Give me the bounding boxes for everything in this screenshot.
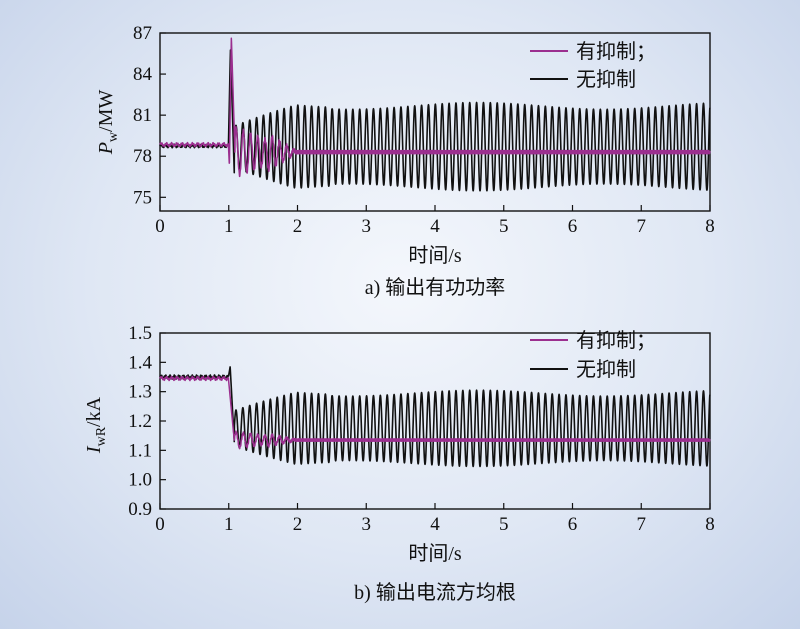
panel-a-xtick-label: 6: [568, 216, 578, 237]
panel-b-ylabel-symbol: I: [83, 445, 105, 454]
panel-a-xtick-label: 2: [293, 216, 303, 237]
panel-a-ylabel-subscript: w: [106, 131, 121, 142]
panel-a-xtick-label: 3: [362, 216, 372, 237]
panel-b-xtick-label: 7: [637, 514, 647, 535]
panel-b-xtick-label: 0: [155, 514, 165, 535]
panel-b-ytick-label: 1.0: [128, 470, 152, 491]
panel-b-ytick-label: 1.4: [128, 352, 152, 373]
panel-b-ytick-label: 1.1: [128, 440, 152, 461]
panel-b-xtick-label: 1: [224, 514, 234, 535]
panel-b-legend-label-suppressed: 有抑制；: [576, 329, 656, 352]
panel-b-ytick-label: 1.5: [128, 323, 152, 344]
panel-a-xtick-label: 7: [637, 216, 647, 237]
panel-b-ytick-label: 0.9: [128, 499, 152, 520]
panel-b-xtick-label: 3: [362, 514, 372, 535]
panel-b-legend: 有抑制； 无抑制: [530, 329, 656, 381]
panel-b-x-axis-label: 时间/s: [408, 542, 462, 565]
panel-b-series-line-unsuppressed: [159, 366, 711, 468]
panel-b-ytick-label: 1.3: [128, 382, 152, 403]
panel-a-series-group: [159, 37, 711, 192]
panel-b-output-current-rms: 0.9 1.0 1.1 1.2 1.3 1.4 1.5 0 1 2 3 4 5 6 7 8 IwR/kA 时…: [83, 323, 715, 604]
panel-b-series-group: [159, 366, 711, 468]
panel-a-xtick-label: 8: [705, 216, 715, 237]
panel-a-xtick-label: 1: [224, 216, 234, 237]
panel-a-legend-label-unsuppressed: 无抑制: [576, 68, 636, 91]
panel-a-ytick-label: 87: [133, 23, 152, 44]
panel-a-x-axis-label: 时间/s: [408, 244, 462, 267]
panel-b-x-ticks: 0 1 2 3 4 5 6 7 8: [155, 503, 715, 535]
panel-a-legend-label-suppressed: 有抑制；: [576, 40, 656, 63]
panel-a-legend: 有抑制； 无抑制: [530, 40, 656, 91]
panel-a-ytick-label: 78: [133, 146, 152, 167]
panel-b-xtick-label: 6: [568, 514, 578, 535]
panel-a-ylabel-unit: /MW: [95, 90, 117, 132]
panel-b-xtick-label: 4: [430, 514, 440, 535]
panel-b-ylabel-unit: /kA: [83, 396, 105, 427]
panel-a-ytick-label: 84: [133, 64, 153, 85]
panel-a-xtick-label: 4: [430, 216, 440, 237]
panel-a-caption: a) 输出有功功率: [365, 276, 506, 299]
panel-b-series-line-suppressed: [159, 375, 711, 450]
panel-b-y-ticks: 0.9 1.0 1.1 1.2 1.3 1.4 1.5: [128, 323, 166, 520]
panel-a-ytick-label: 75: [133, 187, 152, 208]
panel-a-x-ticks: 0 1 2 3 4 5 6 7 8: [155, 205, 715, 237]
panel-a-xtick-label: 0: [155, 216, 165, 237]
panel-a-y-ticks: 75 78 81 84 87: [133, 23, 166, 208]
panel-b-xtick-label: 8: [705, 514, 715, 535]
panel-b-ylabel-subscript: wR: [94, 426, 109, 446]
panel-b-ytick-label: 1.2: [128, 411, 152, 432]
panel-a-ylabel-symbol: P: [95, 142, 117, 155]
panel-a-ytick-label: 81: [133, 105, 152, 126]
panel-a-series-line-suppressed: [159, 37, 711, 178]
panel-a-xtick-label: 5: [499, 216, 509, 237]
panel-b-caption: b) 输出电流方均根: [354, 581, 516, 604]
panel-b-xtick-label: 5: [499, 514, 509, 535]
panel-b-legend-label-unsuppressed: 无抑制: [576, 358, 636, 381]
panel-b-xtick-label: 2: [293, 514, 303, 535]
panel-b-y-axis-label: IwR/kA: [83, 396, 109, 454]
panel-a-y-axis-label: Pw/MW: [95, 90, 121, 156]
